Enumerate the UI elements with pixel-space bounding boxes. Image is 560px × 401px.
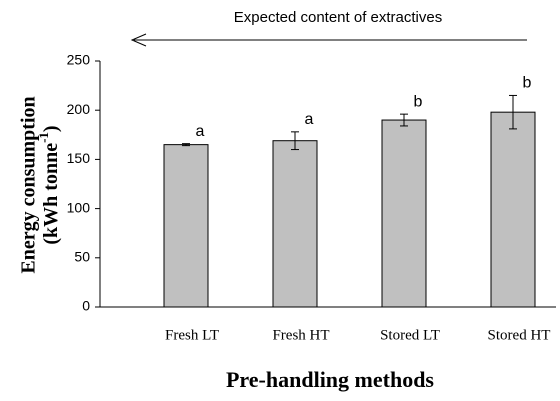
chart-title: Expected content of extractives	[234, 9, 442, 26]
y-tick-label: 150	[67, 150, 91, 166]
y-label-line: (kWh tonne-1)	[36, 125, 62, 244]
y-label: Energy consumption (kWh tonne-1)	[18, 96, 62, 273]
y-label-end: )	[40, 125, 62, 132]
x-tick-label: Fresh HT	[272, 327, 329, 343]
y-tick-label: 50	[74, 249, 90, 265]
bar	[490, 111, 536, 308]
y-tick-label: 100	[67, 199, 91, 215]
annotation: b	[414, 93, 423, 110]
x-label: Pre-handling methods	[226, 367, 434, 392]
y-label-line: Energy consumption	[18, 96, 40, 273]
bar	[163, 144, 209, 308]
x-tick-label: Stored HT	[488, 327, 551, 343]
annotation: a	[305, 111, 314, 128]
annotation: b	[523, 75, 532, 92]
x-tick-label: Stored LT	[380, 327, 440, 343]
annotation: a	[196, 123, 205, 140]
y-tick-label: 200	[67, 101, 91, 117]
bar	[381, 119, 427, 308]
y-label-unit: (kWh tonne	[40, 143, 62, 245]
y-tick-label: 0	[82, 298, 90, 314]
arrow-head	[130, 33, 147, 47]
y-label-sup: -1	[36, 132, 51, 143]
x-tick-label: Fresh LT	[165, 327, 219, 343]
bar	[272, 140, 318, 308]
y-tick-label: 250	[67, 52, 91, 68]
